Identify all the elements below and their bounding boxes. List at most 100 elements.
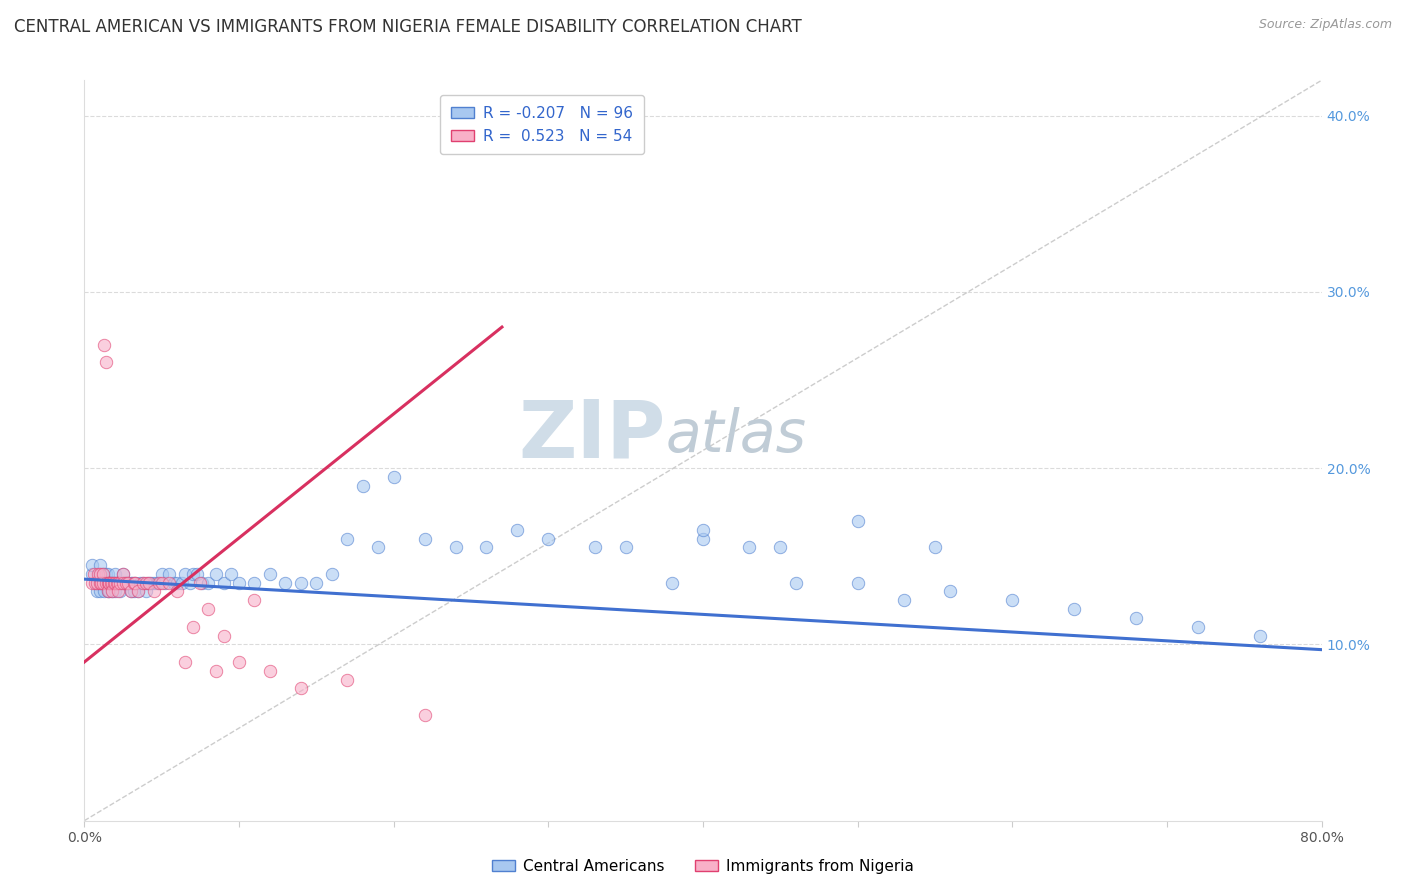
- Point: [181, 620, 204, 634]
- Point: [259, 566, 281, 581]
- Point: [305, 575, 328, 590]
- Point: [186, 566, 208, 581]
- Point: [1125, 611, 1147, 625]
- Point: [336, 673, 359, 687]
- Point: [91, 575, 114, 590]
- Point: [212, 628, 235, 642]
- Point: [89, 584, 111, 599]
- Point: [124, 575, 146, 590]
- Point: [132, 575, 155, 590]
- Legend: R = -0.207   N = 96, R =  0.523   N = 54: R = -0.207 N = 96, R = 0.523 N = 54: [440, 95, 644, 154]
- Point: [93, 584, 115, 599]
- Point: [583, 541, 606, 555]
- Point: [89, 575, 111, 590]
- Point: [228, 575, 250, 590]
- Point: [475, 541, 498, 555]
- Point: [91, 566, 114, 581]
- Point: [89, 566, 111, 581]
- Point: [136, 575, 159, 590]
- Point: [121, 575, 143, 590]
- Point: [94, 575, 117, 590]
- Point: [127, 584, 149, 599]
- Point: [1063, 602, 1085, 616]
- Point: [153, 575, 176, 590]
- Point: [135, 575, 157, 590]
- Point: [138, 575, 160, 590]
- Point: [219, 566, 242, 581]
- Point: [101, 575, 124, 590]
- Point: [738, 541, 761, 555]
- Point: [259, 664, 281, 678]
- Point: [382, 470, 405, 484]
- Point: [83, 566, 105, 581]
- Point: [159, 575, 180, 590]
- Point: [1249, 628, 1271, 642]
- Point: [243, 593, 266, 607]
- Point: [89, 558, 111, 572]
- Point: [93, 337, 115, 351]
- Point: [352, 479, 374, 493]
- Point: [143, 584, 166, 599]
- Point: [114, 575, 136, 590]
- Point: [89, 566, 111, 581]
- Point: [91, 575, 114, 590]
- Point: [96, 584, 118, 599]
- Point: [1001, 593, 1024, 607]
- Point: [290, 575, 312, 590]
- Point: [181, 566, 204, 581]
- Point: [86, 584, 108, 599]
- Point: [1187, 620, 1209, 634]
- Point: [197, 602, 219, 616]
- Point: [103, 575, 125, 590]
- Point: [104, 575, 127, 590]
- Point: [290, 681, 312, 696]
- Point: [661, 575, 683, 590]
- Point: [96, 566, 118, 581]
- Point: [846, 514, 869, 528]
- Point: [107, 575, 129, 590]
- Point: [321, 566, 343, 581]
- Point: [112, 566, 135, 581]
- Point: [117, 575, 139, 590]
- Point: [86, 575, 108, 590]
- Point: [104, 566, 127, 581]
- Point: [105, 575, 128, 590]
- Point: [104, 584, 127, 599]
- Text: Source: ZipAtlas.com: Source: ZipAtlas.com: [1258, 18, 1392, 31]
- Point: [89, 575, 111, 590]
- Point: [96, 575, 118, 590]
- Point: [159, 566, 180, 581]
- Point: [537, 532, 560, 546]
- Point: [112, 575, 135, 590]
- Point: [163, 575, 186, 590]
- Point: [101, 584, 124, 599]
- Point: [94, 355, 117, 369]
- Point: [785, 575, 807, 590]
- Point: [96, 584, 118, 599]
- Point: [413, 707, 436, 722]
- Point: [120, 584, 142, 599]
- Point: [107, 584, 129, 599]
- Point: [174, 566, 197, 581]
- Point: [98, 575, 121, 590]
- Point: [143, 575, 166, 590]
- Point: [82, 558, 104, 572]
- Point: [205, 664, 228, 678]
- Point: [112, 575, 135, 590]
- Point: [174, 655, 197, 669]
- Text: CENTRAL AMERICAN VS IMMIGRANTS FROM NIGERIA FEMALE DISABILITY CORRELATION CHART: CENTRAL AMERICAN VS IMMIGRANTS FROM NIGE…: [14, 18, 801, 36]
- Point: [115, 575, 138, 590]
- Point: [122, 584, 145, 599]
- Point: [132, 575, 155, 590]
- Text: ZIP: ZIP: [519, 397, 666, 475]
- Point: [82, 575, 104, 590]
- Point: [893, 593, 915, 607]
- Point: [96, 575, 118, 590]
- Legend: Central Americans, Immigrants from Nigeria: Central Americans, Immigrants from Niger…: [486, 853, 920, 880]
- Point: [94, 566, 117, 581]
- Point: [146, 575, 169, 590]
- Point: [129, 575, 152, 590]
- Point: [506, 523, 529, 537]
- Point: [100, 575, 122, 590]
- Point: [100, 575, 122, 590]
